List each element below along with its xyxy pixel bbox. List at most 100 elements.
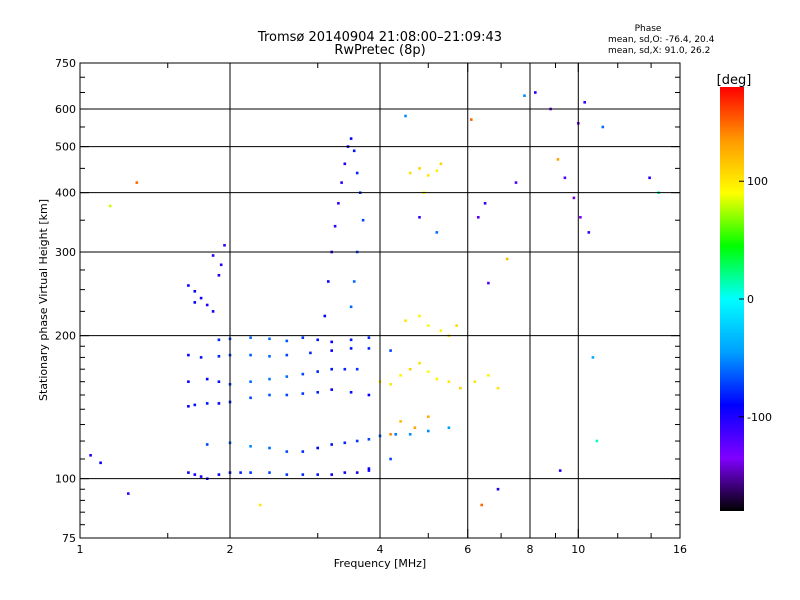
- data-point: [217, 473, 221, 476]
- data-point: [349, 347, 353, 350]
- data-point: [249, 353, 252, 357]
- data-point: [389, 349, 392, 352]
- data-point: [193, 473, 197, 476]
- data-point: [217, 274, 221, 277]
- gridlines: [80, 63, 680, 538]
- data-point: [268, 471, 271, 474]
- data-point: [327, 280, 330, 283]
- data-point: [399, 374, 402, 377]
- data-point: [343, 471, 347, 474]
- data-point: [352, 280, 356, 283]
- y-tick-label: 750: [55, 57, 76, 70]
- data-point: [439, 329, 443, 332]
- data-point: [343, 367, 347, 371]
- data-point: [556, 158, 560, 161]
- data-points: [89, 91, 660, 507]
- data-point: [427, 370, 430, 373]
- data-point: [455, 324, 458, 327]
- data-point: [572, 196, 576, 200]
- data-point: [309, 351, 312, 355]
- data-point: [349, 391, 353, 394]
- data-point: [427, 324, 430, 327]
- x-tick-label: 1: [77, 543, 84, 556]
- data-point: [408, 367, 412, 371]
- stats-heading: Phase: [635, 24, 662, 34]
- data-point: [367, 347, 371, 350]
- data-point: [487, 281, 490, 285]
- data-point: [127, 492, 130, 495]
- x-tick-label: 6: [464, 543, 471, 556]
- data-point: [330, 388, 333, 391]
- data-point: [367, 467, 371, 470]
- data-point: [427, 415, 430, 418]
- data-point: [418, 167, 421, 170]
- data-point: [459, 386, 462, 390]
- data-point: [268, 355, 271, 358]
- y-tick-label: 300: [55, 246, 76, 259]
- data-point: [534, 91, 537, 94]
- data-point: [418, 314, 421, 318]
- data-point: [268, 446, 271, 450]
- data-point: [330, 349, 333, 352]
- data-point: [285, 393, 289, 397]
- data-point: [249, 396, 252, 400]
- data-point: [447, 426, 451, 429]
- data-point: [316, 473, 319, 476]
- data-point: [193, 290, 197, 293]
- data-point: [558, 469, 562, 472]
- y-tick-label: 75: [62, 532, 76, 545]
- data-point: [367, 438, 371, 441]
- data-point: [473, 380, 477, 383]
- data-point: [343, 441, 347, 445]
- data-point: [340, 181, 343, 184]
- data-point: [249, 380, 252, 383]
- data-point: [135, 181, 139, 184]
- y-tick-label: 200: [55, 330, 76, 343]
- stats-line-o: mean, sd,O: -76.4, 20.4: [608, 35, 715, 45]
- data-point: [435, 231, 439, 234]
- data-point: [587, 231, 591, 234]
- data-point: [496, 386, 500, 390]
- data-point: [205, 443, 209, 446]
- data-point: [389, 433, 392, 436]
- data-point: [579, 216, 582, 219]
- data-point: [435, 377, 439, 381]
- data-point: [333, 224, 337, 228]
- data-point: [355, 367, 359, 371]
- data-point: [355, 439, 359, 443]
- data-point: [389, 383, 392, 386]
- data-point: [477, 216, 480, 219]
- data-point: [439, 162, 443, 166]
- data-point: [404, 319, 407, 322]
- data-point: [249, 445, 252, 448]
- data-point: [249, 471, 252, 474]
- colorbar-label: [deg]: [717, 73, 752, 88]
- colorbar-tick-label: -100: [747, 411, 772, 424]
- data-point: [258, 503, 262, 507]
- data-point: [316, 338, 319, 342]
- data-point: [418, 216, 421, 219]
- x-tick-label: 2: [227, 543, 234, 556]
- chart-subtitle: RwPretec (8p): [334, 43, 425, 58]
- data-point: [470, 118, 473, 121]
- y-axis-label: Stationary phase Virtual Height [km]: [37, 199, 50, 401]
- data-point: [394, 433, 397, 436]
- data-point: [187, 405, 190, 408]
- data-point: [496, 487, 500, 491]
- data-point: [205, 402, 209, 405]
- data-point: [563, 176, 567, 180]
- data-point: [239, 471, 242, 474]
- data-point: [316, 391, 319, 394]
- data-point: [514, 181, 518, 184]
- data-point: [199, 356, 203, 359]
- data-point: [217, 402, 221, 405]
- x-tick-label: 10: [571, 543, 585, 556]
- data-point: [193, 403, 197, 407]
- colorbar-tick-label: 0: [747, 293, 754, 306]
- data-point: [349, 338, 353, 342]
- data-point: [523, 94, 526, 97]
- data-point: [361, 218, 365, 222]
- data-point: [219, 263, 223, 267]
- data-point: [301, 473, 305, 476]
